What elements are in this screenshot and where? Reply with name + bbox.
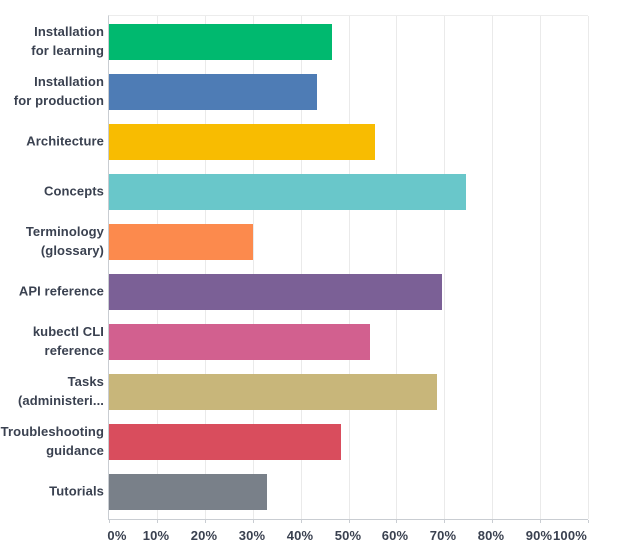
gridline — [253, 16, 254, 519]
x-tick-label: 10% — [142, 528, 170, 543]
x-tick-label: 80% — [477, 528, 505, 543]
x-tick-label: 70% — [429, 528, 457, 543]
bar — [109, 474, 268, 510]
category-label: API reference — [0, 282, 104, 301]
category-label-line: Architecture — [26, 133, 104, 149]
bar — [109, 174, 466, 210]
x-tick-label: 60% — [381, 528, 409, 543]
gridline — [588, 16, 589, 519]
x-tick-label: 30% — [238, 528, 266, 543]
axis-tick — [540, 520, 541, 523]
axis-tick — [588, 520, 589, 523]
gridline — [396, 16, 397, 519]
axis-tick — [444, 520, 445, 523]
category-label: Tasks (administeri... — [0, 372, 104, 410]
gridline — [349, 16, 350, 519]
category-label-line: kubectl CLI — [32, 324, 104, 339]
category-label: Installation for production — [0, 72, 104, 110]
axis-tick — [109, 520, 110, 523]
category-label: kubectl CLI reference — [0, 322, 104, 360]
category-label: Concepts — [0, 182, 104, 201]
bar — [109, 74, 318, 110]
category-label-line: for learning — [31, 43, 104, 58]
axis-tick — [492, 520, 493, 523]
gridline — [205, 16, 206, 519]
axis-tick — [253, 520, 254, 523]
gridline — [157, 16, 158, 519]
bar — [109, 324, 371, 360]
category-label-line: Installation — [34, 24, 104, 39]
category-label-line: Troubleshooting — [0, 424, 104, 439]
x-tick-label: 100% — [552, 528, 588, 543]
x-tick-label: 40% — [286, 528, 314, 543]
gridline — [540, 16, 541, 519]
plot-area — [108, 15, 589, 523]
axis-tick — [157, 520, 158, 523]
bar — [109, 374, 438, 410]
category-label-line: (administeri... — [17, 393, 104, 408]
category-label-line: Installation — [34, 74, 104, 89]
category-label: Installation for learning — [0, 22, 104, 60]
category-label-line: Terminology — [25, 224, 104, 239]
gridline — [301, 16, 302, 519]
category-label-line: API reference — [18, 283, 104, 299]
category-label: Terminology (glossary) — [0, 222, 104, 260]
category-label-line: Tasks — [67, 374, 104, 389]
category-label-line: Concepts — [43, 183, 104, 199]
bar — [109, 424, 342, 460]
category-label-line: Tutorials — [49, 483, 104, 499]
x-tick-label: 90% — [525, 528, 553, 543]
axis-tick — [205, 520, 206, 523]
bar — [109, 124, 375, 160]
category-label-line: (glossary) — [40, 243, 104, 258]
gridline — [492, 16, 493, 519]
category-label: Troubleshooting guidance — [0, 422, 104, 460]
axis-tick — [301, 520, 302, 523]
y-axis-labels: Installation for learning Installation for … — [0, 0, 104, 555]
gridline — [444, 16, 445, 519]
bar — [109, 274, 442, 310]
category-label: Tutorials — [0, 482, 104, 501]
axis-tick — [396, 520, 397, 523]
x-tick-label: 0% — [107, 528, 127, 543]
x-tick-label: 50% — [334, 528, 362, 543]
category-label-line: for production — [13, 93, 104, 108]
category-label-line: reference — [44, 343, 104, 358]
category-label-line: guidance — [46, 443, 104, 458]
bar — [109, 224, 253, 260]
axis-tick — [349, 520, 350, 523]
bar — [109, 24, 332, 60]
category-label: Architecture — [0, 132, 104, 151]
x-tick-label: 20% — [190, 528, 218, 543]
